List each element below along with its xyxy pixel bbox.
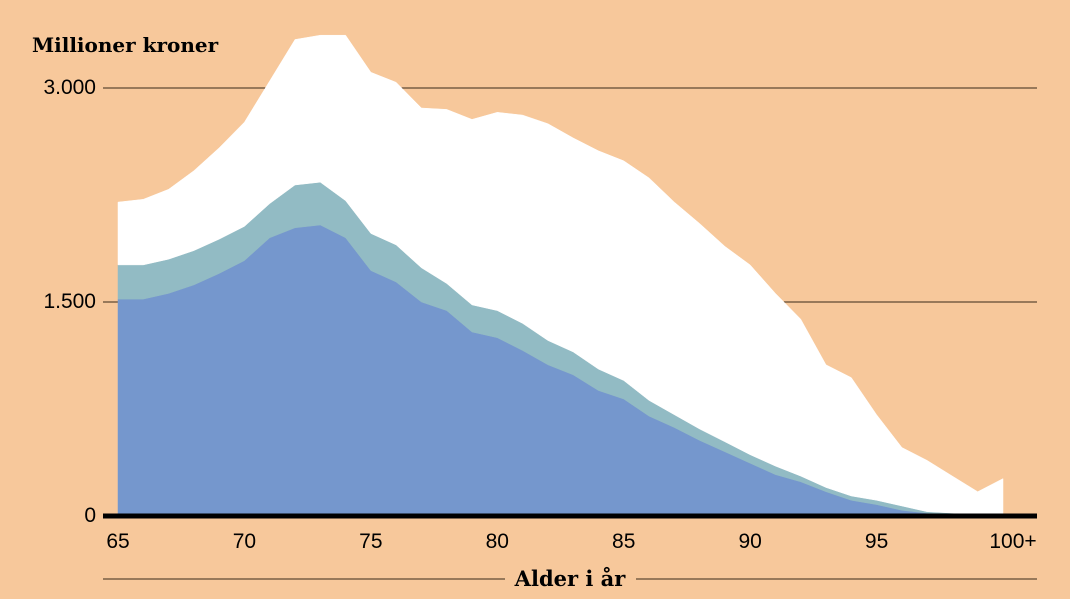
x-tick-label-4: 85 <box>612 530 635 553</box>
x-tick-label-1: 70 <box>233 530 256 553</box>
y-tick-label-1: 1.500 <box>43 290 96 313</box>
x-tick-label-7: 100+ <box>989 530 1036 553</box>
y-tick-labels: 0 1.500 3.000 <box>43 76 96 527</box>
x-tick-label-3: 80 <box>486 530 509 553</box>
y-tick-label-2: 3.000 <box>43 76 96 99</box>
x-axis-title: Alder i år <box>514 566 627 591</box>
x-tick-label-2: 75 <box>359 530 382 553</box>
x-tick-label-6: 95 <box>865 530 888 553</box>
area-series <box>117 34 1004 517</box>
y-tick-label-0: 0 <box>84 504 96 527</box>
y-axis-title: Millioner kroner <box>32 33 219 57</box>
x-tick-labels: 65 70 75 80 85 90 95 100+ <box>106 530 1036 553</box>
x-tick-label-0: 65 <box>106 530 129 553</box>
x-tick-label-5: 90 <box>738 530 761 553</box>
